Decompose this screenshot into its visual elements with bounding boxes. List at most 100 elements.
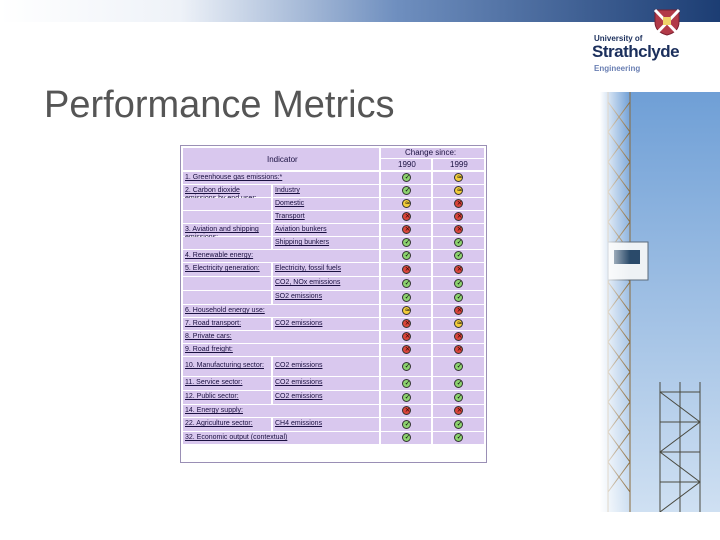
status-1999-cell bbox=[433, 331, 484, 343]
header-indicator: Indicator bbox=[267, 155, 298, 164]
subindicator-label: Industry bbox=[275, 187, 300, 194]
performance-metrics-table: Indicator Change since: 1990 1999 1. Gre… bbox=[180, 145, 487, 463]
status-1999-cell bbox=[433, 277, 484, 290]
header-year-1999-cell: 1999 bbox=[433, 159, 484, 170]
indicator-label: 11. Service sector: bbox=[185, 379, 243, 386]
status-bad-icon bbox=[454, 199, 464, 208]
subindicator-label: CH4 emissions bbox=[275, 420, 323, 427]
subindicator-cell: CO2 emissions bbox=[273, 377, 379, 390]
subindicator-label: CO2 emissions bbox=[275, 362, 323, 369]
table-row: CO2, NOx emissions bbox=[181, 277, 486, 291]
status-good-icon bbox=[402, 293, 412, 302]
status-1999-cell bbox=[433, 250, 484, 262]
status-1990-cell bbox=[381, 277, 431, 290]
subindicator-label: CO2 emissions bbox=[275, 393, 323, 400]
table-row: 8. Private cars: bbox=[181, 331, 486, 344]
status-1999-cell bbox=[433, 377, 484, 390]
indicator-cell: 11. Service sector: bbox=[183, 377, 271, 390]
subindicator-cell: SO2 emissions bbox=[273, 291, 379, 304]
status-good-icon bbox=[454, 279, 464, 288]
status-neutral-icon bbox=[454, 173, 464, 182]
header-change-cell: Change since: bbox=[381, 148, 484, 158]
status-1990-cell bbox=[381, 250, 431, 262]
status-1999-cell bbox=[433, 172, 484, 184]
status-good-icon bbox=[454, 362, 464, 371]
subindicator-label: SO2 emissions bbox=[275, 293, 323, 300]
indicator-cell: 7. Road transport: bbox=[183, 318, 271, 330]
table-row: SO2 emissions bbox=[181, 291, 486, 305]
subindicator-label: CO2 emissions bbox=[275, 320, 323, 327]
status-1990-cell bbox=[381, 185, 431, 197]
table-row: 14. Energy supply: bbox=[181, 405, 486, 418]
subindicator-cell: Industry bbox=[273, 185, 379, 197]
status-1999-cell bbox=[433, 237, 484, 249]
status-1990-cell bbox=[381, 405, 431, 417]
status-bad-icon bbox=[454, 212, 464, 221]
header-year-1990: 1990 bbox=[398, 160, 416, 169]
table-row: 7. Road transport: CO2 emissions bbox=[181, 318, 486, 331]
indicator-cell: 3. Aviation and shipping emissions: bbox=[183, 224, 271, 241]
status-good-icon bbox=[454, 393, 464, 402]
logo-line-engineering: Engineering bbox=[594, 64, 641, 73]
indicator-cell bbox=[183, 211, 271, 223]
status-bad-icon bbox=[402, 225, 412, 234]
status-1999-cell bbox=[433, 432, 484, 444]
indicator-cell: 9. Road freight: bbox=[183, 344, 379, 356]
table-row: Shipping bunkers bbox=[181, 237, 486, 250]
status-1990-cell bbox=[381, 344, 431, 356]
indicator-label: 7. Road transport: bbox=[185, 320, 242, 327]
status-1999-cell bbox=[433, 291, 484, 304]
header-change-since: Change since: bbox=[405, 148, 457, 157]
status-1990-cell bbox=[381, 305, 431, 317]
status-bad-icon bbox=[402, 345, 412, 354]
status-1999-cell bbox=[433, 344, 484, 356]
status-1990-cell bbox=[381, 318, 431, 330]
status-1999-cell bbox=[433, 263, 484, 276]
indicator-label: 4. Renewable energy: bbox=[185, 252, 254, 259]
status-bad-icon bbox=[454, 332, 464, 341]
status-good-icon bbox=[454, 251, 464, 260]
indicator-cell: 8. Private cars: bbox=[183, 331, 379, 343]
subindicator-label: Electricity, fossil fuels bbox=[275, 265, 341, 272]
subindicator-label: Domestic bbox=[275, 200, 305, 207]
table-row: 32. Economic output (contextual) bbox=[181, 432, 486, 445]
logo-line-university: University of bbox=[594, 34, 643, 43]
subindicator-label: CO2 emissions bbox=[275, 379, 323, 386]
status-good-icon bbox=[454, 433, 464, 442]
indicator-label: 14. Energy supply: bbox=[185, 407, 243, 414]
subindicator-label: CO2, NOx emissions bbox=[275, 279, 341, 286]
status-1999-cell bbox=[433, 305, 484, 317]
status-1990-cell bbox=[381, 237, 431, 249]
status-bad-icon bbox=[402, 212, 412, 221]
status-1990-cell bbox=[381, 263, 431, 276]
subindicator-cell: Aviation bunkers bbox=[273, 224, 379, 236]
slide-title: Performance Metrics bbox=[44, 84, 395, 126]
status-good-icon bbox=[454, 293, 464, 302]
indicator-cell: 22. Agriculture sector: bbox=[183, 418, 271, 431]
status-1990-cell bbox=[381, 432, 431, 444]
indicator-label: 6. Household energy use: bbox=[185, 307, 265, 314]
indicator-label: 10. Manufacturing sector: bbox=[185, 362, 264, 369]
status-bad-icon bbox=[454, 306, 464, 315]
table-row: 5. Electricity generation: Electricity, f… bbox=[181, 263, 486, 277]
indicator-cell: 2. Carbon dioxide emissions by end user: bbox=[183, 185, 271, 202]
status-1999-cell bbox=[433, 224, 484, 236]
table-row: 4. Renewable energy: bbox=[181, 250, 486, 263]
subindicator-cell: Electricity, fossil fuels bbox=[273, 263, 379, 276]
table-row: 10. Manufacturing sector: CO2 emissions bbox=[181, 357, 486, 377]
table-row: 22. Agriculture sector: CH4 emissions bbox=[181, 418, 486, 432]
header-year-1990-cell: 1990 bbox=[381, 159, 431, 170]
indicator-cell bbox=[183, 198, 271, 210]
indicator-cell: 32. Economic output (contextual) bbox=[183, 432, 379, 444]
subindicator-label: Aviation bunkers bbox=[275, 226, 327, 233]
subindicator-cell: CO2 emissions bbox=[273, 357, 379, 376]
indicator-label: 12. Public sector: bbox=[185, 393, 239, 400]
status-bad-icon bbox=[402, 332, 412, 341]
status-1990-cell bbox=[381, 377, 431, 390]
status-good-icon bbox=[454, 420, 464, 429]
table-row: Transport bbox=[181, 211, 486, 224]
status-1990-cell bbox=[381, 291, 431, 304]
status-good-icon bbox=[402, 393, 412, 402]
indicator-cell bbox=[183, 291, 271, 304]
status-1990-cell bbox=[381, 172, 431, 184]
